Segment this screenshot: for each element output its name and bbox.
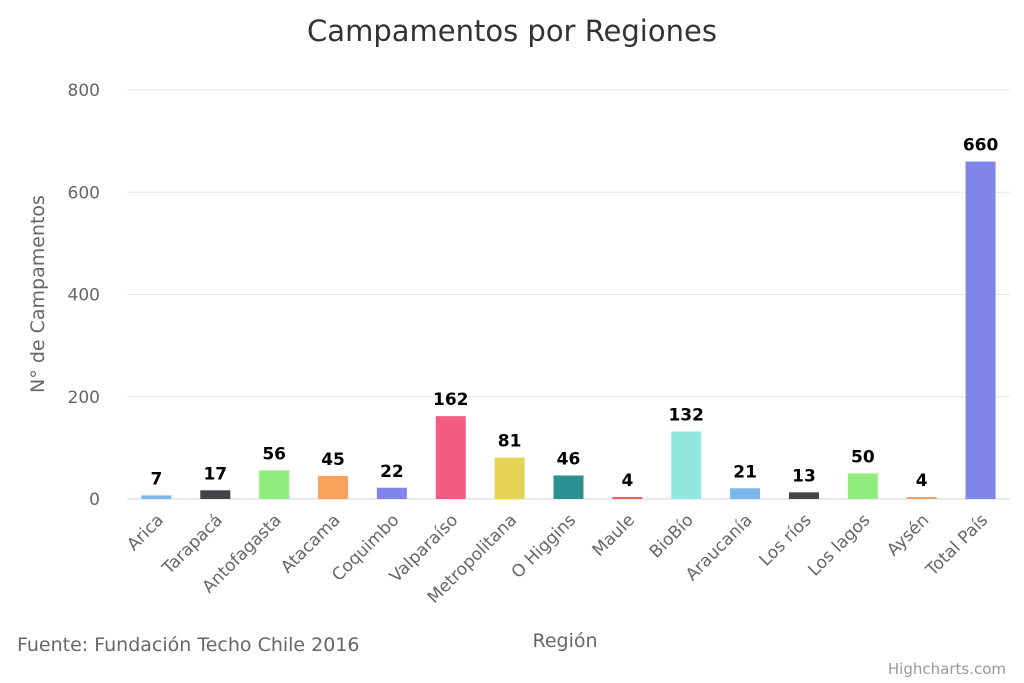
data-label: 4 [621,471,633,491]
bar[interactable] [730,488,761,499]
bar[interactable] [435,416,466,499]
bar[interactable] [318,475,349,499]
data-label: 162 [433,390,469,410]
bars [141,161,996,499]
bar[interactable] [376,487,407,499]
bar[interactable] [965,161,996,499]
bar[interactable] [612,496,643,499]
x-tick-label: Arica [123,510,168,555]
data-label: 21 [733,462,757,482]
data-label: 50 [851,447,875,467]
gridlines [127,89,1010,500]
x-tick-label: BioBío [646,510,698,562]
x-axis-title: Región [532,630,597,652]
y-axis-ticks: 0 200 400 600 800 [68,81,100,510]
data-label: 81 [498,432,522,452]
x-tick-label: O Higgins [508,510,580,582]
x-tick-label: Los lagos [804,510,874,580]
bar[interactable] [494,457,525,499]
data-label: 56 [262,444,286,464]
bar[interactable] [200,490,231,499]
data-labels: 7 17 56 45 22 162 81 46 4 132 21 13 50 4 660 [151,136,999,491]
bar[interactable] [141,495,172,499]
data-label: 132 [668,406,704,426]
x-axis-ticks: AricaTarapacáAntofagastaAtacamaCoquimboV… [123,510,992,607]
chart-title: Campamentos por Regiones [307,14,717,48]
bar[interactable] [847,473,878,499]
x-tick-label: Total País [922,510,993,581]
data-label: 17 [203,464,227,484]
data-label: 45 [321,450,345,470]
bar[interactable] [553,475,584,499]
bar[interactable] [906,496,937,499]
source-note: Fuente: Fundación Techo Chile 2016 [17,634,360,656]
y-tick-label: 200 [68,388,100,408]
data-label: 22 [380,462,404,482]
y-axis-title: N° de Campamentos [27,195,49,393]
data-label: 46 [557,449,581,469]
x-tick-label: Maule [589,510,639,560]
y-tick-label: 600 [68,183,100,203]
credits-link[interactable]: Highcharts.com [888,660,1006,678]
x-tick-label: Los ríos [756,510,816,570]
data-label: 13 [792,466,816,486]
data-label: 4 [916,471,928,491]
y-tick-label: 400 [68,286,100,306]
y-tick-label: 800 [68,81,100,101]
bar[interactable] [671,431,702,499]
y-tick-label: 0 [89,490,100,510]
bar[interactable] [259,470,290,499]
x-tick-label: Aysén [883,510,933,560]
data-label: 660 [963,136,999,156]
data-label: 7 [151,469,163,489]
bar[interactable] [788,492,819,499]
